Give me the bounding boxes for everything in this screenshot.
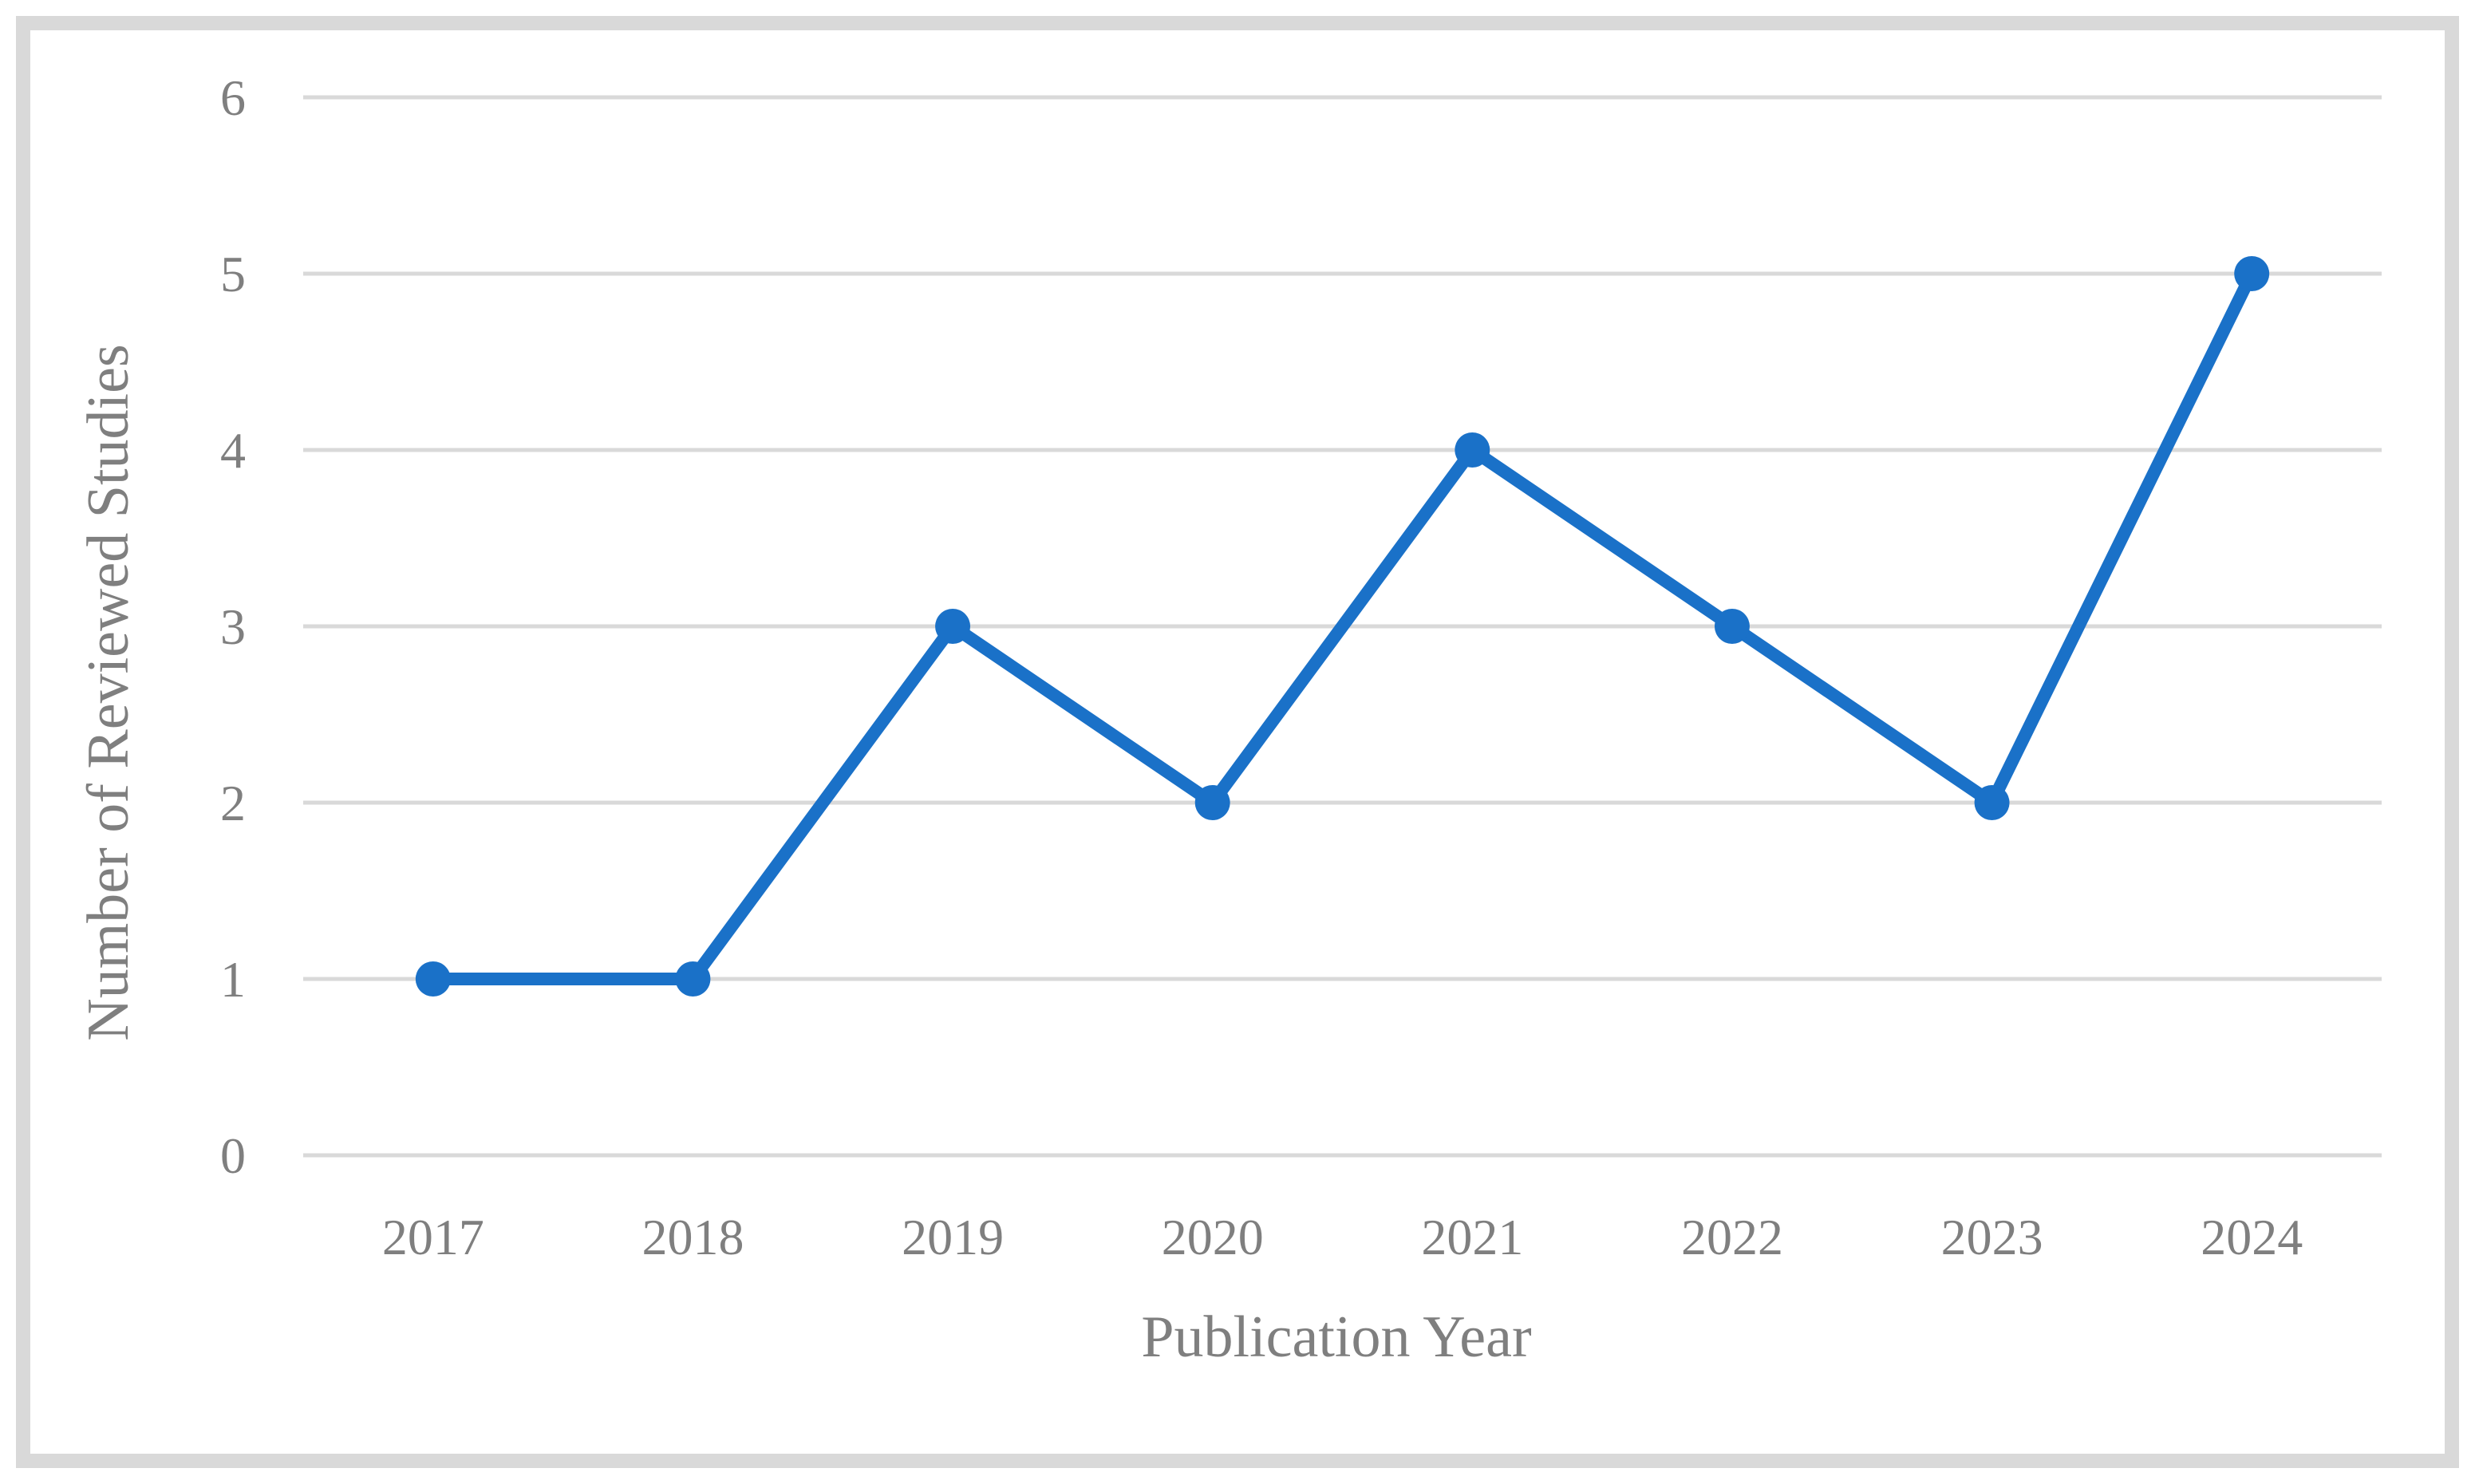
chart-frame: [16, 16, 2459, 1468]
y-axis-ticks: 0 1 2 3 4 5 6: [220, 69, 246, 1184]
x-tick-label: 2019: [902, 1209, 1004, 1265]
x-tick-label: 2022: [1681, 1209, 1783, 1265]
data-point: [1974, 785, 2010, 820]
y-tick-label: 5: [220, 246, 246, 302]
x-tick-label: 2021: [1421, 1209, 1523, 1265]
data-point: [1455, 432, 1490, 468]
data-point: [415, 961, 451, 997]
y-tick-label: 2: [220, 775, 246, 831]
data-series: [415, 256, 2270, 997]
x-tick-label: 2017: [382, 1209, 484, 1265]
series-line: [426, 267, 2259, 985]
y-tick-label: 3: [220, 598, 246, 655]
y-tick-label: 1: [220, 951, 246, 1008]
x-tick-label: 2024: [2201, 1209, 2303, 1265]
x-tick-label: 2018: [641, 1209, 744, 1265]
data-point: [935, 609, 971, 644]
y-axis-title: Number of Reviewed Studies: [76, 344, 141, 1040]
x-tick-label: 2023: [1941, 1209, 2043, 1265]
x-tick-label: 2020: [1162, 1209, 1264, 1265]
y-tick-label: 4: [220, 422, 246, 479]
x-axis-ticks: 2017 2018 2019 2020 2021 2022 2023 2024: [382, 1209, 2303, 1265]
y-tick-label: 0: [220, 1127, 246, 1184]
data-point: [675, 961, 711, 997]
data-point: [2234, 256, 2270, 291]
data-point: [1194, 785, 1230, 820]
y-tick-label: 6: [220, 69, 246, 126]
x-axis-title: Publication Year: [1141, 1304, 1531, 1370]
data-point: [1714, 609, 1750, 644]
